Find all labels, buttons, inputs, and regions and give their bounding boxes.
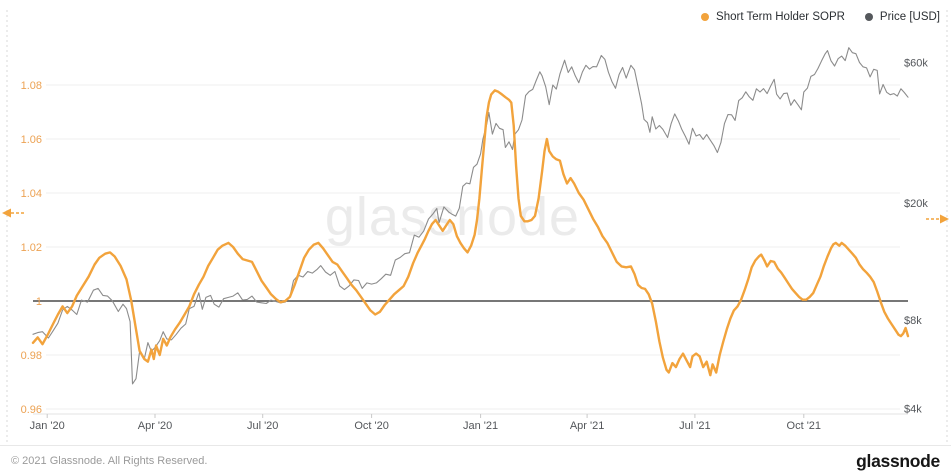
x-tick-label: Jul '20 (247, 420, 278, 432)
y-right-tick-label: $20k (904, 198, 928, 210)
legend: Short Term Holder SOPR Price [USD] (701, 11, 940, 23)
x-tick-label: Jan '21 (463, 420, 498, 432)
y-left-tick-label: 1.06 (21, 134, 42, 146)
y-left-tick-label: 0.96 (21, 404, 42, 416)
copyright-text: © 2021 Glassnode. All Rights Reserved. (11, 455, 208, 467)
sopr-series-dot-icon (701, 13, 710, 21)
x-tick-label: Oct '21 (787, 420, 822, 432)
glassnode-watermark: glassnode (324, 187, 581, 247)
y-left-tick-label: 1 (36, 296, 42, 308)
y-right-tick-label: $60k (904, 58, 928, 70)
y-left-tick-label: 1.04 (21, 188, 42, 200)
x-tick-label: Apr '20 (138, 420, 173, 432)
pan-right-arrow[interactable] (926, 214, 949, 224)
legend-item-price[interactable]: Price [USD] (864, 11, 940, 23)
legend-item-sth-sopr[interactable]: Short Term Holder SOPR (701, 11, 845, 23)
price-series-dot-icon (864, 13, 873, 21)
x-tick-label: Apr '21 (570, 420, 605, 432)
legend-label-price: Price [USD] (879, 11, 940, 23)
y-right-tick-label: $8k (904, 315, 922, 327)
sopr-line-series (31, 89, 910, 377)
y-left-tick-label: 1.08 (21, 80, 42, 92)
y-left-tick-label: 0.98 (21, 350, 42, 362)
x-tick-label: Jan '20 (30, 420, 65, 432)
x-tick-label: Oct '20 (354, 420, 389, 432)
price-line-series (32, 47, 909, 385)
y-right-tick-label: $4k (904, 404, 922, 416)
legend-label-sth-sopr: Short Term Holder SOPR (716, 11, 845, 23)
glassnode-logo[interactable]: glassnode (856, 450, 940, 471)
x-tick-label: Jul '21 (679, 420, 710, 432)
y-left-tick-label: 1.02 (21, 242, 42, 254)
footer: © 2021 Glassnode. All Rights Reserved. g… (0, 445, 951, 476)
pan-left-arrow[interactable] (2, 208, 25, 218)
